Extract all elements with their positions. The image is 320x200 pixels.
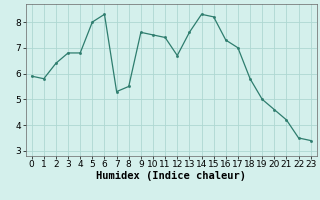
- X-axis label: Humidex (Indice chaleur): Humidex (Indice chaleur): [96, 171, 246, 181]
